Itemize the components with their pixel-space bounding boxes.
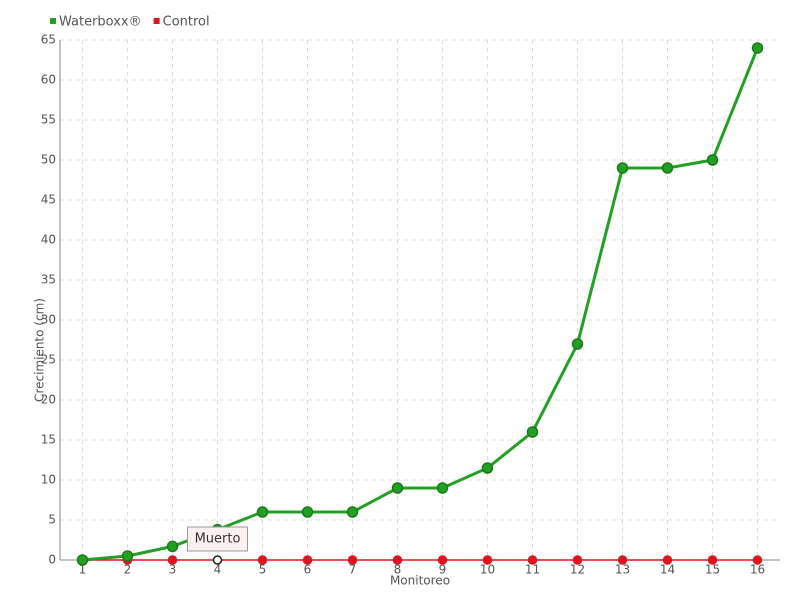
- data-point: [752, 555, 763, 565]
- data-point: [392, 555, 403, 565]
- y-tick-label: 60: [41, 73, 56, 87]
- y-tick-label: 65: [41, 33, 56, 47]
- data-point: [212, 555, 223, 565]
- data-point: [76, 554, 89, 566]
- x-tick-label: 1: [79, 563, 87, 577]
- data-point: [437, 555, 448, 565]
- data-point: [121, 550, 134, 562]
- data-point: [526, 426, 539, 438]
- data-point: [751, 42, 764, 54]
- data-point: [662, 555, 673, 565]
- tooltip-text: Muerto: [195, 532, 241, 547]
- x-tick-label: 7: [349, 563, 357, 577]
- legend-label: Waterboxx®: [59, 15, 142, 30]
- x-tick-label: 12: [570, 563, 585, 577]
- x-tick-label: 6: [304, 563, 312, 577]
- y-tick-label: 45: [41, 193, 56, 207]
- x-tick-label: 3: [169, 563, 177, 577]
- data-point: [571, 338, 584, 350]
- data-point: [661, 162, 674, 174]
- y-tick-label: 15: [41, 433, 56, 447]
- x-tick-label: 9: [439, 563, 447, 577]
- data-point: [707, 555, 718, 565]
- data-point: [706, 154, 719, 166]
- y-tick-label: 40: [41, 233, 56, 247]
- data-point: [301, 506, 314, 518]
- y-tick-label: 55: [41, 113, 56, 127]
- y-tick-label: 30: [41, 313, 56, 327]
- y-tick-label: 5: [48, 513, 56, 527]
- y-tick-label: 20: [41, 393, 56, 407]
- data-point: [436, 482, 449, 494]
- y-tick-label: 25: [41, 353, 56, 367]
- data-point: [527, 555, 538, 565]
- x-tick-label: 10: [480, 563, 495, 577]
- x-tick-label: 15: [705, 563, 720, 577]
- data-point: [391, 482, 404, 494]
- y-tick-label: 35: [41, 273, 56, 287]
- data-point: [257, 555, 268, 565]
- data-point: [572, 555, 583, 565]
- x-tick-label: 8: [394, 563, 402, 577]
- x-tick-label: 13: [615, 563, 630, 577]
- data-point: [347, 555, 358, 565]
- legend-swatch: [153, 18, 160, 24]
- data-point: [481, 462, 494, 474]
- data-point: [616, 162, 629, 174]
- data-point: [302, 555, 313, 565]
- x-tick-label: 2: [124, 563, 132, 577]
- data-point: [617, 555, 628, 565]
- data-point: [346, 506, 359, 518]
- x-tick-label: 4: [214, 563, 222, 577]
- data-point: [166, 540, 179, 553]
- tooltip-box: [187, 526, 248, 552]
- y-axis-label: Crecimiento (cm): [33, 298, 47, 402]
- y-tick-label: 10: [41, 473, 56, 487]
- data-point: [256, 506, 269, 518]
- legend-label: Control: [163, 15, 210, 30]
- y-tick-label: 0: [48, 553, 56, 567]
- series-line: [82, 47, 759, 562]
- legend-swatch: [50, 18, 56, 24]
- x-tick-label: 16: [750, 563, 765, 577]
- data-point: [167, 555, 178, 565]
- x-tick-label: 14: [660, 563, 675, 577]
- x-axis-label: Monitoreo: [390, 574, 450, 588]
- x-tick-label: 5: [259, 563, 267, 577]
- y-tick-label: 50: [41, 153, 56, 167]
- data-point: [482, 555, 493, 565]
- x-tick-label: 11: [525, 563, 540, 577]
